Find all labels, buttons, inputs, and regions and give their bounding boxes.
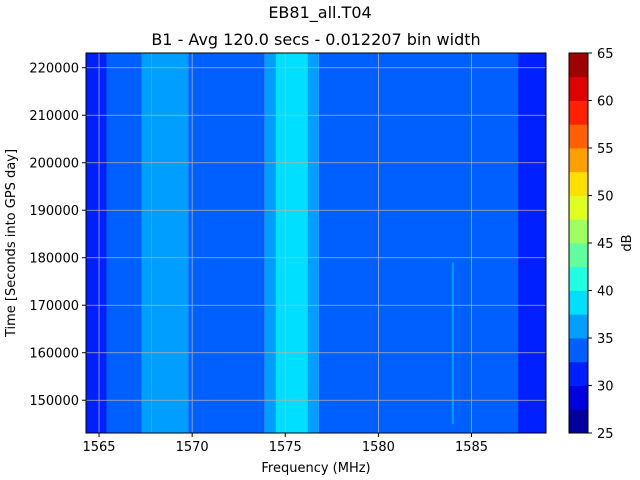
heatmap-plot-area [85, 52, 547, 434]
heatmap-band [264, 53, 276, 433]
colorbar-segment [569, 338, 588, 363]
heatmap-band [318, 53, 519, 433]
x-tick-label: 1575 [269, 440, 302, 455]
heatmap-band [151, 53, 189, 433]
colorbar-tick-label: 35 [597, 332, 614, 347]
x-axis-ticks: 1565 1570 1575 1580 1585 [82, 433, 488, 455]
colorbar-tick-label: 65 [597, 47, 614, 62]
y-axis-ticks: 150000 160000 170000 180000 190000 200000 2100… [29, 62, 86, 409]
colorbar-segment [569, 385, 588, 410]
y-tick-label: 150000 [29, 394, 79, 409]
colorbar-segment [569, 148, 588, 173]
colorbar-segment [569, 76, 588, 101]
colorbar-segment [569, 124, 588, 149]
x-tick-label: 1570 [176, 440, 209, 455]
y-tick-label: 180000 [29, 252, 79, 267]
heatmap-band [518, 53, 546, 433]
colorbar-segment [569, 266, 588, 291]
colorbar-tick-label: 45 [597, 237, 614, 252]
colorbar-tick-label: 55 [597, 142, 614, 157]
y-axis-label: Time [Seconds into GPS day] [4, 149, 19, 338]
heatmap-band [188, 53, 265, 433]
colorbar-segment [569, 171, 588, 196]
chart-subtitle: B1 - Avg 120.0 secs - 0.012207 bin width [151, 30, 480, 49]
colorbar-segment [569, 290, 588, 315]
y-tick-label: 200000 [29, 157, 79, 172]
colorbar-segment [569, 361, 588, 386]
heatmap-band [86, 53, 107, 433]
colorbar-tick-label: 40 [597, 285, 614, 300]
heatmap-spur [451, 262, 454, 424]
colorbar-tick-label: 50 [597, 190, 614, 205]
x-tick-label: 1565 [82, 440, 115, 455]
x-tick-label: 1585 [455, 440, 488, 455]
colorbar-segment [569, 314, 588, 339]
colorbar: 25 30 35 40 45 50 55 60 65 [568, 47, 614, 442]
colorbar-segment [569, 100, 588, 125]
y-tick-label: 210000 [29, 109, 79, 124]
heatmap-band [106, 53, 142, 433]
y-tick-label: 160000 [29, 347, 79, 362]
y-tick-label: 220000 [29, 62, 79, 77]
heatmap-band [307, 53, 319, 433]
heatmap-band [275, 53, 308, 433]
y-tick-label: 190000 [29, 204, 79, 219]
colorbar-tick-label: 60 [597, 95, 614, 110]
x-tick-label: 1580 [362, 440, 395, 455]
colorbar-tick-label: 25 [597, 427, 614, 442]
chart-title: EB81_all.T04 [268, 3, 371, 23]
colorbar-segment [569, 195, 588, 220]
x-axis-label: Frequency (MHz) [261, 461, 370, 476]
colorbar-tick-label: 30 [597, 380, 614, 395]
plot-frame [85, 52, 547, 434]
colorbar-label: dB [620, 234, 635, 251]
colorbar-segment [569, 409, 588, 434]
colorbar-segment [569, 219, 588, 244]
colorbar-segment [569, 243, 588, 268]
heatmap-band [141, 53, 152, 433]
y-tick-label: 170000 [29, 299, 79, 314]
colorbar-segment [569, 53, 588, 78]
